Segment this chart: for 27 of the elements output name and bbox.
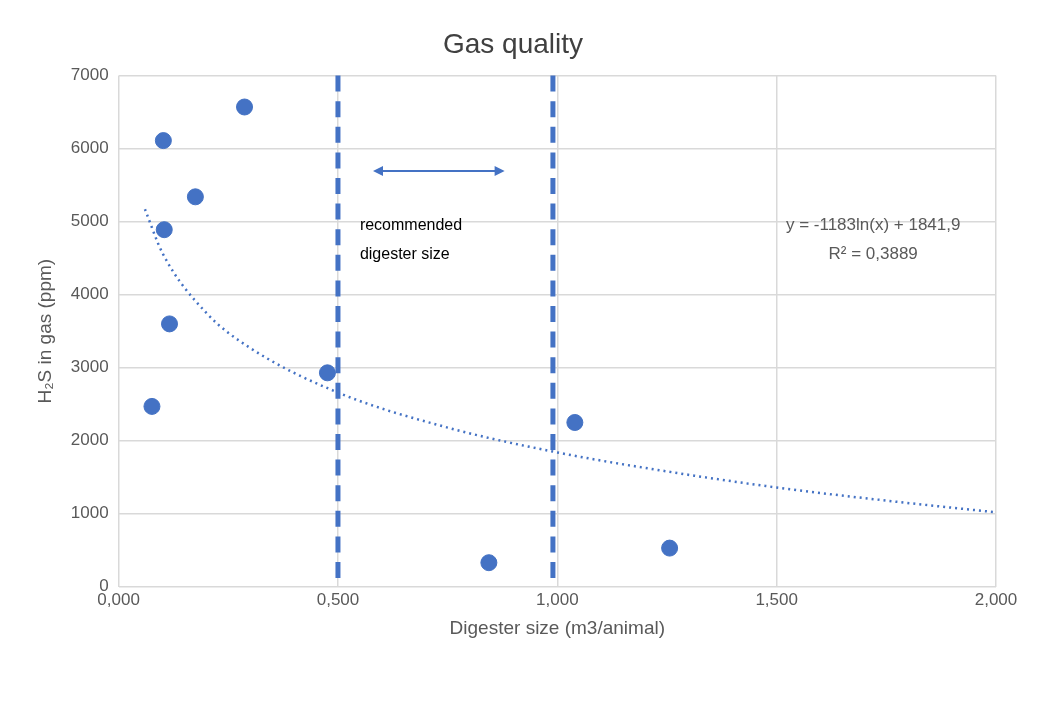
point xyxy=(186,188,204,206)
y-tick-label: 6000 xyxy=(70,138,109,158)
annotation: recommended digester size xyxy=(359,215,463,262)
point xyxy=(661,539,679,557)
annotation: R² = 0,3889 xyxy=(828,244,918,264)
x-tick-label: 2,000 xyxy=(974,589,1018,609)
point xyxy=(143,397,161,415)
point xyxy=(161,315,179,333)
y-tick-label: 2000 xyxy=(70,430,109,450)
point xyxy=(155,221,173,239)
x-tick-label: 1,000 xyxy=(536,589,579,609)
y-axis-title: H₂S in gas (ppm) xyxy=(33,258,55,404)
annotation: y = -1183ln(x) + 1841,9 xyxy=(785,215,961,234)
chart-title: Gas quality xyxy=(442,27,584,59)
y-tick-label: 7000 xyxy=(70,65,109,85)
x-tick-label: 1,500 xyxy=(755,589,798,609)
y-tick-label: 1000 xyxy=(70,503,109,523)
y-tick-label: 3000 xyxy=(70,357,109,377)
x-axis-title: Digester size (m3/animal) xyxy=(449,616,666,638)
point xyxy=(566,413,584,431)
point xyxy=(318,364,336,382)
point xyxy=(154,132,172,150)
y-tick-label: 4000 xyxy=(70,284,109,304)
point xyxy=(236,98,254,116)
point xyxy=(480,554,498,572)
y-tick-label: 5000 xyxy=(70,211,109,231)
x-tick-label: 0,500 xyxy=(316,589,360,609)
